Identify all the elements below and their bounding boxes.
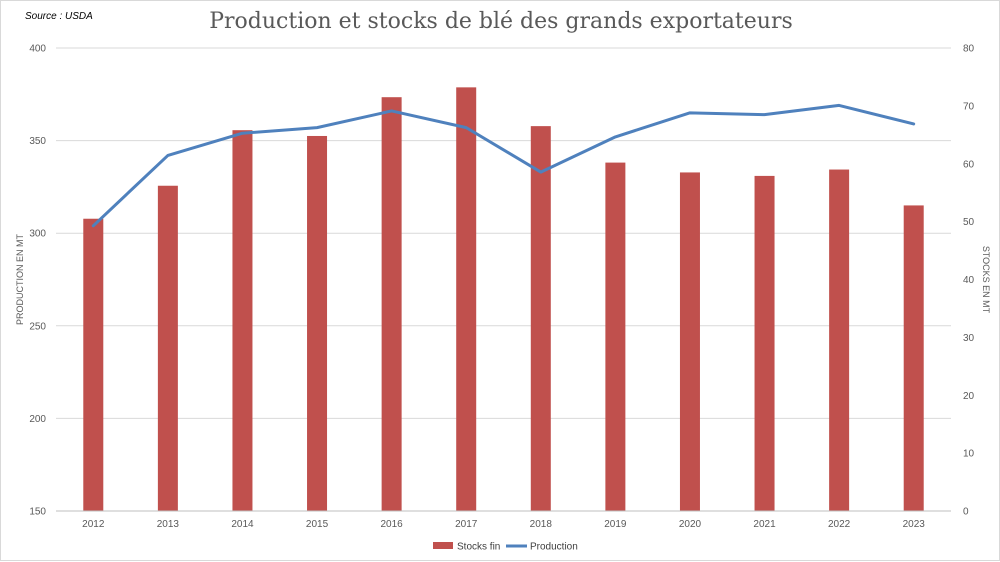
legend-swatch-stocks-fin <box>433 542 453 549</box>
bar-stocks-fin <box>680 172 700 511</box>
x-tick-label: 2013 <box>157 519 180 530</box>
bar-stocks-fin <box>307 136 327 511</box>
bar-stocks-fin <box>904 205 924 511</box>
x-tick-label: 2018 <box>530 519 553 530</box>
x-tick-label: 2014 <box>231 519 254 530</box>
bar-stocks-fin <box>605 163 625 511</box>
y-right-tick-label: 10 <box>963 449 975 460</box>
x-tick-label: 2016 <box>381 519 404 530</box>
y-right-axis-title: STOCKS EN MT <box>981 246 991 314</box>
y-right-tick-label: 70 <box>963 101 975 112</box>
x-tick-label: 2015 <box>306 519 329 530</box>
y-left-tick-label: 300 <box>29 229 46 240</box>
bar-stocks-fin <box>531 126 551 511</box>
y-left-tick-label: 250 <box>29 321 46 332</box>
x-tick-label: 2020 <box>679 519 702 530</box>
x-tick-label: 2023 <box>903 519 926 530</box>
y-right-tick-label: 20 <box>963 391 975 402</box>
y-right-tick-label: 80 <box>963 44 975 55</box>
x-tick-label: 2012 <box>82 519 105 530</box>
legend: Stocks fin Production <box>433 542 578 553</box>
y-left-tick-label: 400 <box>29 44 46 55</box>
y-right-tick-label: 40 <box>963 275 975 286</box>
y-right-tick-label: 50 <box>963 217 975 228</box>
y-left-tick-label: 200 <box>29 414 46 425</box>
bar-stocks-fin <box>382 97 402 511</box>
y-left-tick-label: 350 <box>29 136 46 147</box>
bar-stocks-fin <box>83 219 103 511</box>
bar-stocks-fin <box>158 186 178 511</box>
x-tick-label: 2019 <box>604 519 627 530</box>
y-left-tick-label: 150 <box>29 507 46 518</box>
y-right-tick-label: 30 <box>963 333 975 344</box>
x-tick-label: 2021 <box>753 519 776 530</box>
bar-stocks-fin <box>456 87 476 511</box>
line-series-production <box>93 105 913 225</box>
x-tick-label: 2017 <box>455 519 478 530</box>
bar-stocks-fin <box>829 170 849 511</box>
line-production <box>93 105 914 226</box>
y-right-tick-label: 0 <box>963 507 969 518</box>
legend-label-stocks-fin: Stocks fin <box>457 542 500 553</box>
y-right-tick-label: 60 <box>963 159 975 170</box>
gridlines <box>56 48 951 511</box>
y-left-axis-title: PRODUCTION EN MT <box>15 234 25 326</box>
bar-stocks-fin <box>232 130 252 511</box>
bar-stocks-fin <box>755 176 775 511</box>
x-tick-label: 2022 <box>828 519 851 530</box>
legend-label-production: Production <box>530 542 578 553</box>
